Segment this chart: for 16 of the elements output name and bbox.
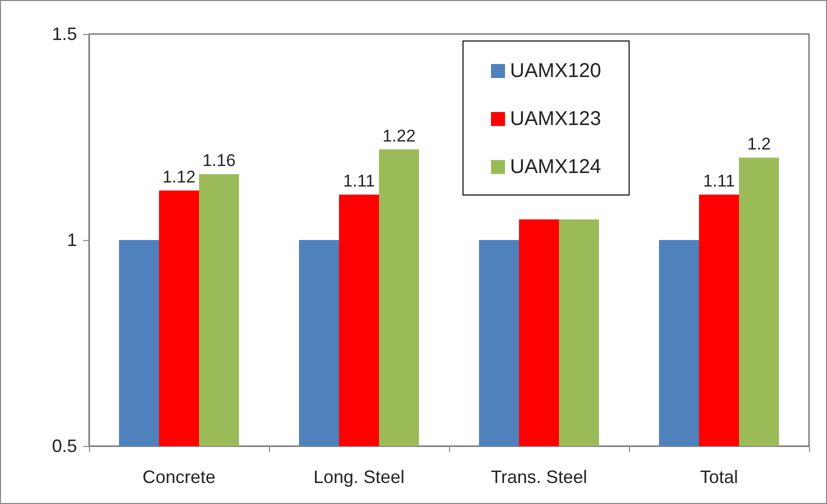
y-tick-label: 1.5 (52, 24, 77, 44)
x-tick-label: Total (700, 467, 738, 487)
x-tick-label: Concrete (142, 467, 216, 487)
x-tick-label: Trans. Steel (490, 467, 588, 487)
data-label: 1.12 (162, 168, 196, 187)
data-label: 1.11 (703, 172, 735, 191)
legend-label: UAMX120 (510, 60, 602, 82)
y-tick-label: 1 (66, 230, 77, 250)
legend-label: UAMX124 (510, 156, 602, 178)
data-label: 1.11 (343, 172, 375, 191)
y-tick-label: 0.5 (52, 436, 77, 456)
data-label: 1.22 (382, 126, 416, 146)
data-label: 1.16 (202, 151, 236, 170)
legend-label: UAMX123 (510, 108, 602, 130)
x-tick-label: Long. Steel (313, 467, 405, 487)
data-label: 1.2 (747, 134, 771, 154)
